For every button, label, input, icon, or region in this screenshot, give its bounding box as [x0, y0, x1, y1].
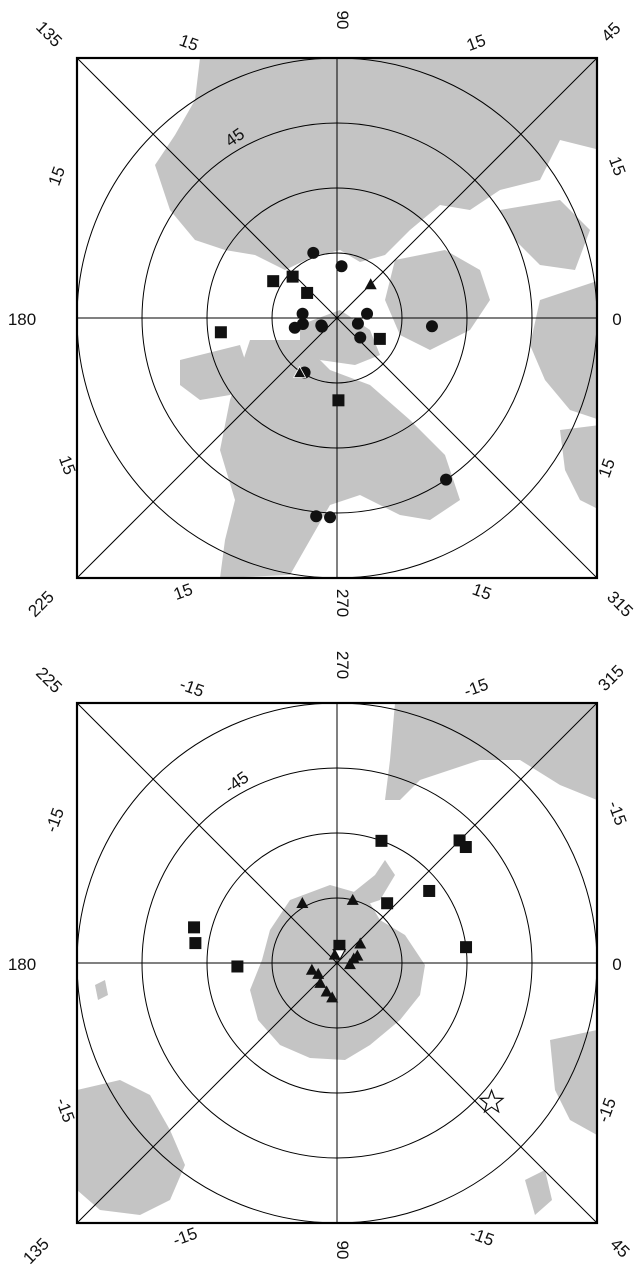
marker-circle [354, 331, 367, 344]
marker-triangle [305, 963, 318, 975]
marker-triangle [328, 948, 341, 960]
marker-circle [310, 510, 323, 523]
meridian-line [76, 702, 598, 1224]
north-ring-label-8: 15 [470, 580, 494, 604]
marker-square [286, 270, 299, 283]
south-ring-label-5: -15 [52, 1095, 78, 1125]
north-ring-label-3: 15 [45, 164, 69, 188]
marker-square [332, 394, 345, 407]
south-map-frame [75, 701, 599, 1225]
marker-triangle-circle [292, 365, 311, 379]
north-land-seasia [500, 200, 590, 270]
south-ring-label-8: -15 [467, 1224, 497, 1250]
marker-square [375, 834, 388, 847]
north-ring-label-1: 15 [177, 31, 201, 55]
north-label-bl: 225 [24, 587, 57, 620]
marker-circle [335, 260, 348, 273]
south-label-bl: 135 [19, 1234, 52, 1267]
marker-circle [296, 307, 309, 320]
north-ring-label-7: 15 [171, 580, 195, 604]
marker-circle [315, 319, 328, 332]
south-label-bottom: 90 [333, 1241, 352, 1260]
south-label-left: 180 [8, 955, 36, 974]
north-map-frame [75, 56, 599, 580]
south-land-antarctic-peninsula [350, 860, 395, 905]
marker-triangle [296, 896, 309, 908]
south-graticule [76, 702, 598, 1224]
marker-triangle [326, 991, 339, 1003]
south-label-right: 0 [612, 955, 621, 974]
south-label-top: 270 [333, 651, 352, 679]
marker-triangle [354, 937, 367, 949]
marker-square [189, 937, 202, 950]
marker-square [333, 939, 346, 952]
marker-circle [361, 307, 374, 320]
south-land-africa [550, 1030, 597, 1135]
marker-square [381, 897, 394, 910]
marker-circle [324, 511, 337, 524]
south-label-tl: 225 [32, 663, 65, 696]
marker-square [373, 332, 386, 345]
marker-circle [288, 321, 301, 334]
south-ring-label-7: -15 [170, 1224, 200, 1250]
south-land-new-zealand [95, 980, 108, 1000]
south-land-island [525, 1170, 552, 1215]
marker-square [460, 941, 473, 954]
marker-triangle [320, 985, 333, 997]
marker-triangle [347, 952, 360, 964]
north-ring-label-5: 15 [55, 453, 79, 477]
north-polar-map [75, 56, 599, 580]
north-label-tr: 45 [598, 19, 625, 46]
marker-triangle [292, 365, 307, 378]
south-ring-label-4: -15 [604, 798, 630, 828]
marker-triangle [314, 976, 327, 988]
south-label-br: 45 [606, 1235, 633, 1262]
south-polar-map [75, 701, 599, 1225]
north-land-alaska [180, 345, 250, 400]
north-ring-label-4: 15 [605, 154, 629, 178]
south-ring-label-2: -15 [461, 675, 491, 701]
marker-triangle [343, 958, 356, 970]
south-ring-label-3: -15 [42, 805, 68, 835]
north-graticule [76, 57, 598, 579]
south-land-australia [77, 1080, 185, 1215]
north-ring-label-2: 15 [464, 31, 488, 55]
south-ring-label-45: -45 [221, 768, 252, 798]
south-markers [188, 834, 505, 1114]
marker-star [478, 1088, 505, 1114]
north-label-tl: 135 [32, 17, 65, 50]
marker-square [188, 921, 201, 934]
north-markers [214, 246, 453, 524]
marker-triangle [364, 278, 377, 290]
north-land-north-america [220, 340, 460, 578]
south-land-south-america [385, 703, 597, 800]
north-label-left: 180 [8, 310, 36, 329]
north-ring-label-6: 15 [595, 456, 619, 480]
marker-circle [425, 320, 438, 333]
marker-triangle [312, 967, 325, 979]
north-label-right: 0 [612, 310, 621, 329]
marker-square [214, 326, 227, 339]
marker-square [459, 841, 472, 854]
north-label-bottom: 270 [333, 589, 352, 617]
south-ring-label-1: -15 [177, 675, 207, 701]
marker-circle [351, 317, 364, 330]
marker-square [231, 960, 244, 973]
south-label-tr: 315 [594, 661, 627, 694]
north-land-eurasia [155, 58, 597, 270]
north-land-europe [530, 281, 597, 419]
marker-square [301, 286, 314, 299]
marker-square [423, 884, 436, 897]
north-label-br: 315 [603, 587, 636, 620]
marker-circle [440, 473, 453, 486]
north-land-africa [560, 425, 597, 509]
north-land-greenland [385, 250, 490, 350]
meridian-line [76, 57, 598, 579]
marker-square [267, 275, 280, 288]
marker-triangle [346, 893, 359, 905]
north-label-top: 90 [333, 11, 352, 30]
marker-circle [307, 246, 320, 259]
